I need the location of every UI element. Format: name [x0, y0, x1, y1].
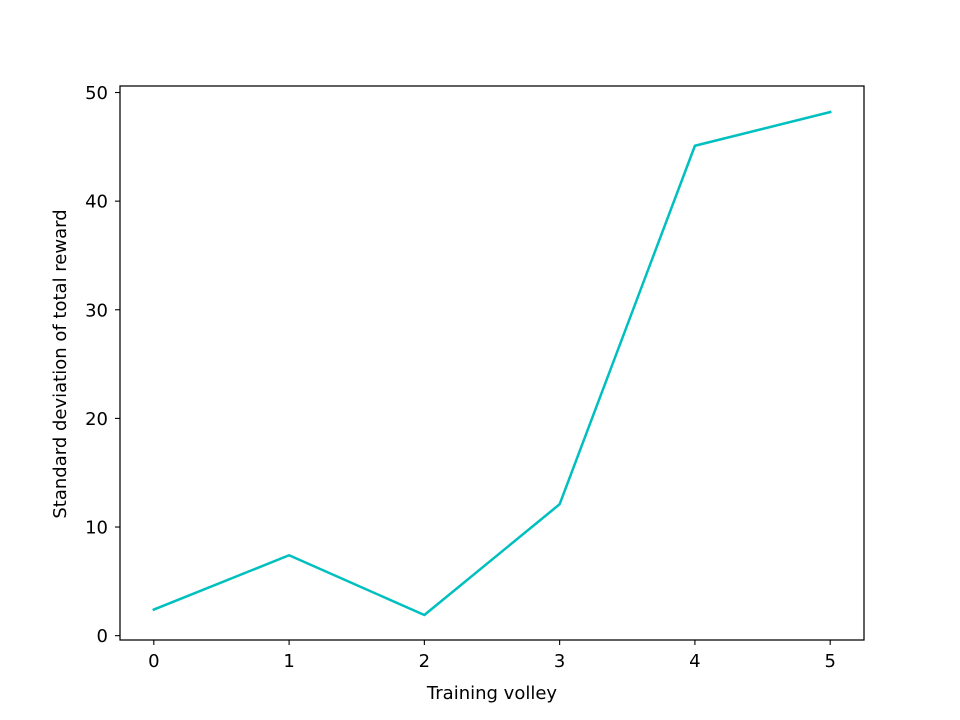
- x-axis-ticks: 0 1 2 3 4 5: [148, 640, 836, 672]
- x-tick-label: 2: [419, 651, 430, 672]
- x-tick-label: 5: [824, 651, 835, 672]
- y-tick-label: 40: [85, 192, 108, 213]
- y-tick-label: 30: [85, 300, 108, 321]
- x-tick-label: 1: [283, 651, 294, 672]
- series-line: [152, 110, 832, 617]
- plot-area: [152, 110, 832, 617]
- axes-frame: [119, 85, 865, 641]
- x-tick-label: 4: [689, 651, 700, 672]
- x-tick-label: 3: [554, 651, 565, 672]
- y-axis-label: Standard deviation of total reward: [50, 209, 71, 518]
- y-tick-label: 20: [85, 409, 108, 430]
- y-tick-label: 10: [85, 518, 108, 539]
- y-tick-label: 0: [97, 626, 108, 647]
- x-axis-label: Training volley: [426, 683, 557, 704]
- x-tick-label: 0: [148, 651, 159, 672]
- y-axis-ticks: 0 10 20 30 40 50: [85, 83, 120, 647]
- y-tick-label: 50: [85, 83, 108, 104]
